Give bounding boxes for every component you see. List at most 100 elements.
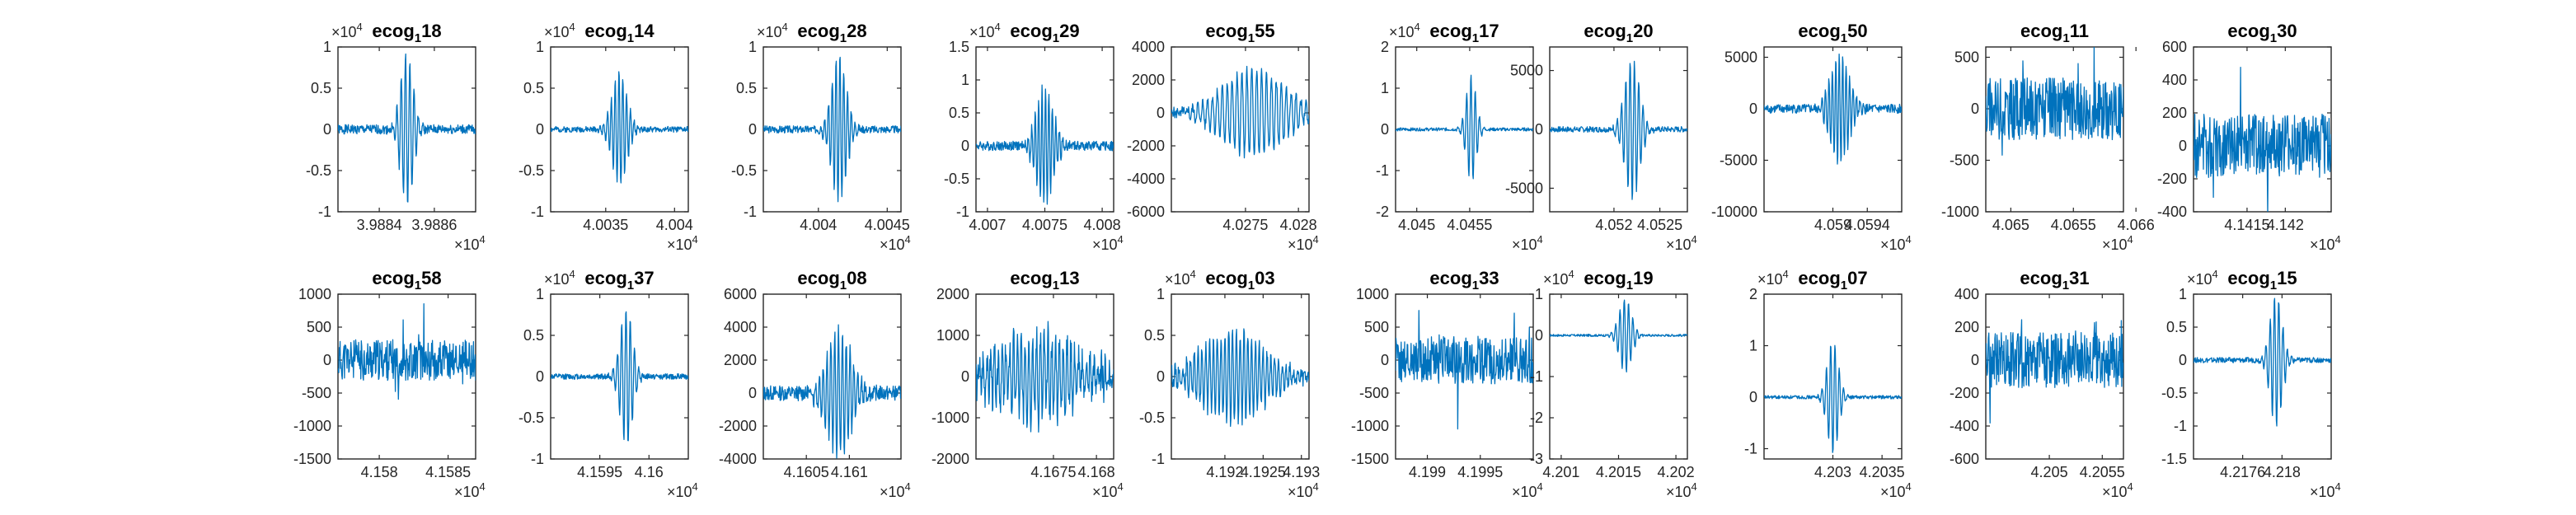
y-tick-label: 500 [1364,319,1389,335]
ecog-trace [338,53,476,203]
x-axis-multiplier: ×104 [667,480,698,500]
y-tick-label: -1500 [1351,451,1389,467]
y-axis-multiplier: ×104 [969,21,1001,40]
subplot-ecog1-13: -2000 -1000 0 1000 2000 4.1675 4.168×104 ecog11… [931,268,1124,500]
x-axis-multiplier: ×104 [1666,233,1697,253]
ecog-trace [551,71,688,184]
x-tick-label: 4.0275 [1222,217,1268,233]
y-tick-label: 2000 [724,352,757,368]
subplot-ecog1-55: -6000 -4000 -2000 0 2000 4000 4.0275 4.028×104 e… [1127,21,1319,253]
x-axis-multiplier: ×104 [1512,480,1543,500]
subplot-ecog1-58: -1500 -1000 -500 0 500 1000 4.158 4.1585×104 eco… [293,268,486,500]
y-tick-label: -10000 [1711,204,1757,220]
x-tick-label: 4.0035 [583,217,628,233]
y-tick-label: -1 [2174,418,2187,434]
y-axis-multiplier: ×104 [331,21,363,40]
y-tick-label: -1 [1744,441,1757,457]
x-tick-label: 4.203 [1814,464,1851,480]
ecog-trace [763,56,901,203]
y-tick-label: 0.5 [1144,327,1165,344]
y-tick-label: -600 [1950,451,1979,467]
y-tick-label: 400 [2162,72,2187,88]
y-tick-label: -500 [302,385,331,401]
x-axis-multiplier: ×104 [2310,480,2341,500]
y-tick-label: -200 [2157,171,2187,187]
x-tick-label: 3.9884 [357,217,402,233]
x-tick-label: 4.004 [800,217,837,233]
ecog-trace [976,321,1114,433]
x-tick-label: 4.052 [1595,217,1632,233]
y-axis-multiplier: ×104 [1543,268,1574,288]
y-tick-label: 0 [323,121,331,138]
y-tick-label: 1 [1749,338,1757,354]
x-tick-label: 4.202 [1658,464,1695,480]
y-tick-label: 4000 [1132,39,1165,55]
y-tick-label: -4000 [719,451,757,467]
y-tick-label: 1 [961,72,969,88]
ecog-trace [1171,65,1309,159]
x-tick-label: 4.059 [1814,217,1851,233]
y-tick-label: -2000 [1127,138,1165,154]
y-tick-label: -5000 [1505,180,1543,196]
x-tick-label: 4.1925 [1241,464,1286,480]
y-tick-label: -1 [318,204,331,220]
x-axis-multiplier: ×104 [880,480,911,500]
x-tick-label: 4.008 [1084,217,1121,233]
y-tick-label: 0 [2179,352,2187,368]
x-tick-label: 4.004 [656,217,693,233]
y-tick-label: -500 [1950,152,1979,169]
subplot-title: ecog133 [1429,268,1499,293]
x-tick-label: 4.218 [2264,464,2301,480]
y-tick-label: -6000 [1127,204,1165,220]
y-axis-multiplier: ×104 [1389,21,1420,40]
y-tick-label: -1000 [293,418,331,434]
subplot-ecog1-08: -4000 -2000 0 2000 4000 6000 4.1605 4.161 ×104 ec… [719,268,911,500]
y-tick-label: 400 [1954,286,1979,302]
x-tick-label: 4.2015 [1596,464,1641,480]
y-tick-label: 0 [1157,368,1165,385]
y-tick-label: 0 [1749,101,1757,117]
y-tick-label: 1000 [936,327,969,344]
subplot-ecog1-03: -1-0.500.514.1924.19254.193×104ecog103×1… [1139,268,1320,500]
y-tick-label: 0.5 [523,327,544,344]
y-tick-label: -2 [1376,204,1389,220]
x-tick-label: 4.168 [1078,464,1115,480]
subplot-title: ecog114 [584,21,655,45]
x-tick-label: 4.0045 [865,217,910,233]
y-axis-multiplier: ×104 [2187,268,2218,288]
x-axis-multiplier: ×104 [1512,233,1543,253]
x-tick-label: 4.161 [831,464,868,480]
y-tick-label: 0 [961,138,969,154]
y-tick-label: -1 [744,204,757,220]
x-axis-multiplier: ×104 [880,233,911,253]
x-tick-label: 4.1585 [425,464,471,480]
x-axis-multiplier: ×104 [454,480,486,500]
y-tick-label: -400 [2157,204,2187,220]
ecog-trace [1764,344,1902,453]
y-tick-label: 0 [536,121,544,138]
x-axis-multiplier: ×104 [1288,233,1319,253]
axes-frame [1549,293,1688,460]
y-tick-label: -1 [531,451,544,467]
y-tick-label: -1000 [931,410,969,426]
ecog-trace [976,84,1114,205]
y-tick-label: 200 [2162,105,2187,121]
y-tick-label: 1000 [1356,286,1389,302]
x-tick-label: 4.2035 [1860,464,1905,480]
x-tick-label: 4.0594 [1845,217,1890,233]
y-tick-label: -0.5 [518,410,544,426]
y-tick-label: 500 [307,319,331,335]
y-tick-label: 0.5 [736,80,757,96]
axes-frame [1395,293,1534,460]
y-axis-multiplier: ×104 [544,21,575,40]
y-tick-label: -0.5 [2161,385,2187,401]
y-tick-label: 1.5 [949,39,969,55]
x-tick-label: 4.0655 [2051,217,2096,233]
x-tick-label: 4.065 [1992,217,2029,233]
subplot-ecog1-31: -600 -400 -200 0 200 400 4.205 4.2055×104 ecog13… [1950,268,2133,500]
y-tick-label: -500 [1359,385,1389,401]
